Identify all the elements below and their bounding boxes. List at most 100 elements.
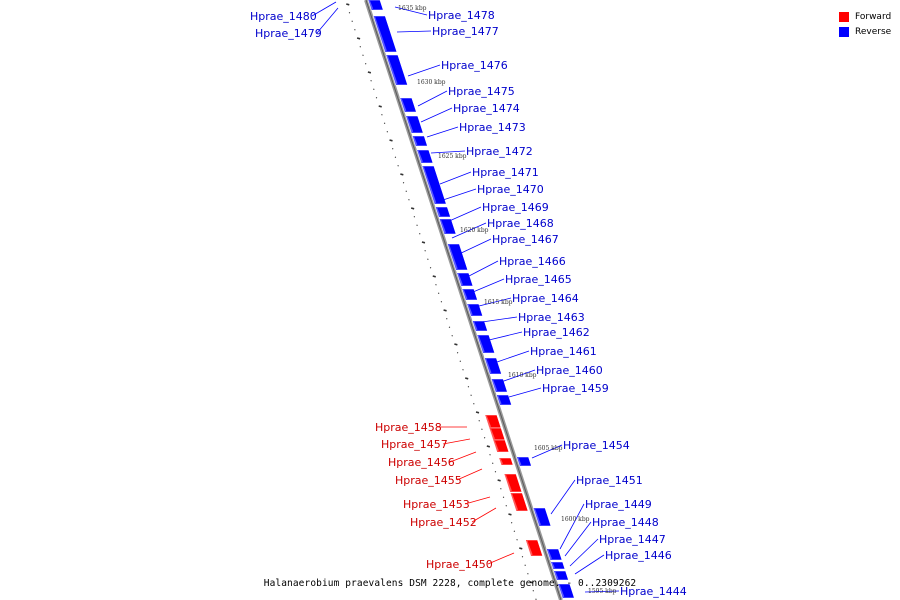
gene-leader-line: [442, 188, 477, 201]
gene-block-highlight: [546, 549, 552, 560]
gene-label[interactable]: Hprae_1446: [605, 549, 672, 562]
reverse-gene-block[interactable]: [456, 272, 474, 287]
scale-tick: [346, 3, 350, 6]
gene-label[interactable]: Hprae_1479: [255, 27, 322, 40]
reverse-gene-block[interactable]: [466, 303, 484, 317]
gene-leader-line: [456, 238, 492, 256]
gene-block-highlight: [525, 540, 533, 556]
reverse-gene-block[interactable]: [553, 570, 569, 581]
gene-label[interactable]: Hprae_1448: [592, 516, 659, 529]
gene-label[interactable]: Hprae_1444: [620, 585, 687, 598]
scale-tick: [405, 190, 407, 192]
gene-label[interactable]: Hprae_1461: [530, 345, 597, 358]
gene-block-highlight: [557, 584, 565, 598]
gene-label[interactable]: Hprae_1450: [426, 558, 493, 571]
reverse-gene-block[interactable]: [550, 561, 566, 570]
gene-label[interactable]: Hprae_1474: [453, 102, 520, 115]
scale-tick: [448, 326, 451, 328]
reverse-gene-block[interactable]: [446, 243, 469, 271]
reverse-gene-block[interactable]: [385, 54, 409, 86]
gene-block-highlight: [516, 457, 522, 466]
scale-tick: [397, 165, 399, 167]
scale-track: [346, 3, 537, 600]
forward-gene-block[interactable]: [498, 457, 514, 466]
reverse-gene-block[interactable]: [405, 115, 424, 134]
gene-leader-line: [472, 278, 505, 293]
gene-label[interactable]: Hprae_1459: [542, 382, 609, 395]
scale-tick: [362, 54, 364, 56]
scale-tick: [529, 581, 534, 584]
gene-label[interactable]: Hprae_1449: [585, 498, 652, 511]
scale-tick: [383, 122, 386, 124]
scale-tick: [473, 403, 475, 405]
gene-label[interactable]: Hprae_1468: [487, 217, 554, 230]
scale-tick: [451, 335, 453, 337]
gene-label[interactable]: Hprae_1476: [441, 59, 508, 72]
gene-label[interactable]: Hprae_1454: [563, 439, 630, 452]
gene-leader-line: [417, 90, 448, 107]
gene-label[interactable]: Hprae_1470: [477, 183, 544, 196]
scale-tick: [419, 233, 421, 235]
reverse-gene-block[interactable]: [434, 206, 451, 218]
gene-block-highlight: [385, 55, 398, 85]
reverse-gene-block[interactable]: [367, 0, 384, 11]
gene-leader-line: [442, 438, 471, 445]
reverse-gene-block[interactable]: [546, 548, 563, 561]
reverse-gene-block[interactable]: [421, 165, 447, 205]
gene-label[interactable]: Hprae_1458: [375, 421, 442, 434]
gene-label[interactable]: Hprae_1451: [576, 474, 643, 487]
gene-label[interactable]: Hprae_1462: [523, 326, 590, 339]
gene-block-highlight: [472, 321, 478, 331]
reverse-gene-block[interactable]: [557, 583, 575, 599]
reverse-gene-block[interactable]: [372, 15, 398, 53]
gene-label[interactable]: Hprae_1465: [505, 273, 572, 286]
gene-leader-line: [574, 554, 605, 575]
gene-label[interactable]: Hprae_1452: [410, 516, 477, 529]
gene-label[interactable]: Hprae_1466: [499, 255, 566, 268]
scale-tick: [354, 29, 356, 31]
gene-label[interactable]: Hprae_1460: [536, 364, 603, 377]
reverse-gene-block[interactable]: [399, 97, 417, 113]
gene-label[interactable]: Hprae_1471: [472, 166, 539, 179]
reverse-gene-block[interactable]: [438, 218, 457, 235]
gene-label[interactable]: Hprae_1472: [466, 145, 533, 158]
reverse-gene-block[interactable]: [532, 507, 552, 527]
scale-tick: [524, 564, 526, 566]
gene-block-highlight: [412, 136, 418, 146]
reverse-gene-block[interactable]: [471, 320, 488, 332]
kbp-marks: 1635 kbp 1630 kbp 1625 kbp 1620 kbp 1615 kbp…: [398, 5, 617, 595]
gene-label[interactable]: Hprae_1447: [599, 533, 666, 546]
reverse-gene-block[interactable]: [516, 456, 532, 467]
reverse-gene-block[interactable]: [490, 378, 508, 393]
gene-label[interactable]: Hprae_1467: [492, 233, 559, 246]
gene-label[interactable]: Hprae_1480: [250, 10, 317, 23]
gene-label[interactable]: Hprae_1473: [459, 121, 526, 134]
scale-tick: [435, 284, 437, 286]
gene-label[interactable]: Hprae_1453: [403, 498, 470, 511]
gene-label[interactable]: Hprae_1477: [432, 25, 499, 38]
forward-gene-block[interactable]: [492, 439, 510, 453]
gene-leader-line: [550, 479, 576, 515]
reverse-gene-block[interactable]: [416, 149, 434, 164]
kbp-mark: 1595 kbp: [588, 588, 617, 595]
gene-label[interactable]: Hprae_1464: [512, 292, 579, 305]
gene-label[interactable]: Hprae_1456: [388, 456, 455, 469]
kbp-mark: 1605 kbp: [534, 445, 563, 452]
forward-gene-block[interactable]: [503, 473, 523, 493]
gene-label[interactable]: Hprae_1457: [381, 438, 448, 451]
gene-leader-line: [496, 350, 530, 363]
forward-gene-block[interactable]: [525, 539, 544, 557]
forward-gene-block[interactable]: [509, 492, 529, 512]
scale-tick: [527, 573, 529, 575]
gene-label[interactable]: Hprae_1463: [518, 311, 585, 324]
gene-label[interactable]: Hprae_1469: [482, 201, 549, 214]
gene-label[interactable]: Hprae_1475: [448, 85, 515, 98]
reverse-gene-block[interactable]: [411, 135, 428, 147]
gene-block-highlight: [493, 440, 499, 452]
scale-tick: [437, 292, 440, 294]
gene-label[interactable]: Hprae_1455: [395, 474, 462, 487]
scale-tick: [413, 216, 416, 218]
gene-label[interactable]: Hprae_1478: [428, 9, 495, 22]
scale-tick: [408, 199, 410, 201]
reverse-gene-block[interactable]: [495, 394, 513, 406]
